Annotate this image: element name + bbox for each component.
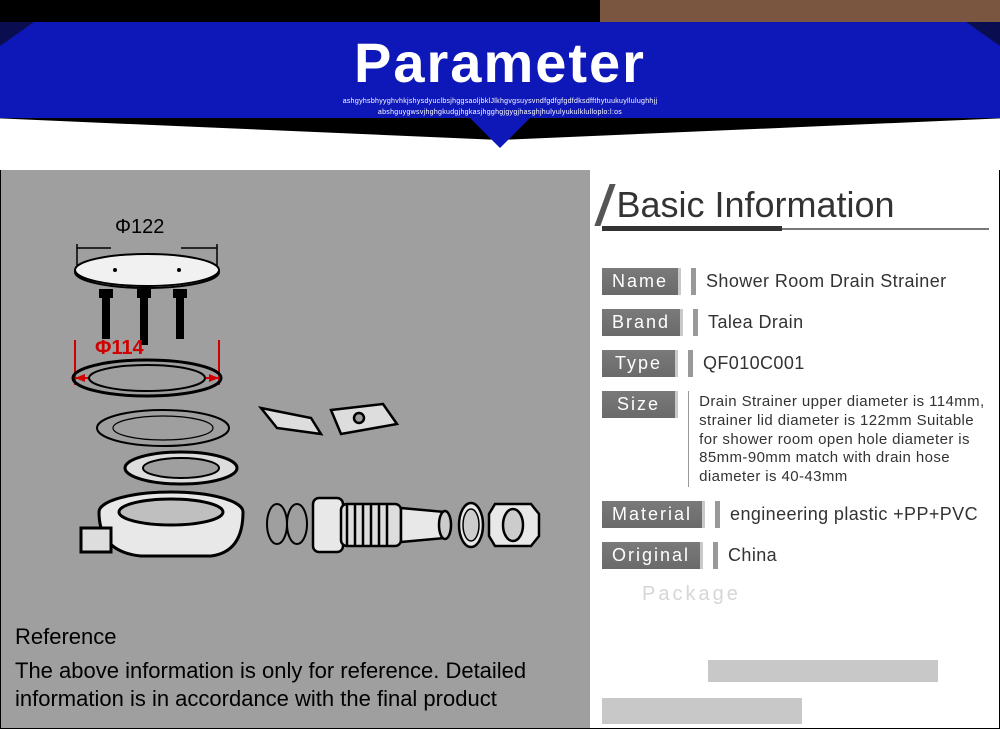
section-underline [602, 228, 989, 230]
content-row: Φ122 Φ114 [0, 170, 1000, 729]
info-value: Drain Strainer upper diameter is 114mm, … [699, 391, 989, 487]
section-header: Basic Information [602, 184, 989, 230]
parameter-banner: Parameter ashgyhsbhyyghvhkjshysdyuclbsjh… [0, 22, 1000, 142]
banner-body: Parameter ashgyhsbhyyghvhkjshysdyuclbsjh… [0, 22, 1000, 118]
info-row: Type QF010C001 [602, 350, 989, 377]
package-ghost: Package [642, 583, 989, 606]
exploded-diagram: Φ122 Φ114 [41, 210, 561, 590]
info-panel: Basic Information Name Shower Room Drain … [590, 170, 1000, 729]
info-value: engineering plastic +PP+PVC [730, 501, 978, 526]
section-accent-icon [594, 184, 615, 226]
dimension-114: Φ114 [95, 337, 144, 360]
banner-subtitle-2: abshguygwsvjhghgkudgjhgkasjhgghgjgygjhas… [0, 108, 1000, 117]
info-tag: Name [602, 268, 681, 295]
gray-block-2 [602, 698, 802, 724]
tag-strip [688, 350, 693, 377]
diagram-panel: Φ122 Φ114 [0, 170, 590, 729]
info-tag: Type [602, 350, 678, 377]
info-row: Original China [602, 542, 989, 569]
info-tag: Size [602, 391, 678, 418]
banner-arrow [0, 118, 1000, 156]
dimension-122: Φ122 [115, 216, 164, 239]
banner-subtitle-1: ashgyhsbhyyghvhkjshysdyuclbsjhggsaoljbkl… [0, 97, 1000, 106]
info-row: Brand Talea Drain [602, 309, 989, 336]
banner-title: Parameter [0, 30, 1000, 95]
info-row: Name Shower Room Drain Strainer [602, 268, 989, 295]
info-row: Size Drain Strainer upper diameter is 114… [602, 391, 989, 487]
tag-strip [688, 391, 689, 487]
tag-strip [691, 268, 696, 295]
info-value: QF010C001 [703, 350, 805, 375]
info-value: Shower Room Drain Strainer [706, 268, 947, 293]
info-value: Talea Drain [708, 309, 803, 334]
diagram-svg [41, 210, 561, 590]
gray-block-1 [708, 660, 938, 682]
tag-strip [693, 309, 698, 336]
info-tag: Material [602, 501, 705, 528]
info-value: China [728, 542, 777, 567]
tag-strip [715, 501, 720, 528]
tag-strip [713, 542, 718, 569]
info-list: Name Shower Room Drain Strainer Brand Talea… [602, 268, 989, 569]
info-row: Material engineering plastic +PP+PVC [602, 501, 989, 528]
info-tag: Brand [602, 309, 683, 336]
reference-text: The above information is only for refere… [15, 657, 576, 714]
top-strip [0, 0, 1000, 22]
reference-title: Reference [15, 624, 117, 650]
section-title: Basic Information [616, 184, 894, 226]
info-tag: Original [602, 542, 703, 569]
